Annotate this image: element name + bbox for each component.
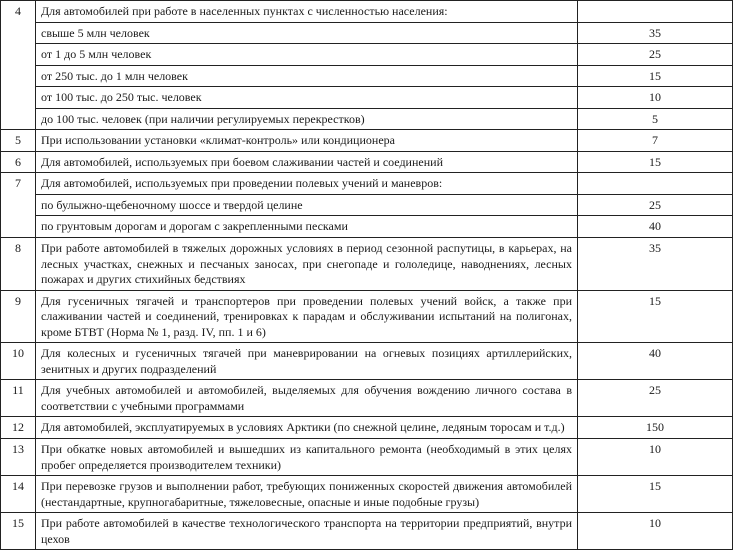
- row-description: При обкатке новых автомобилей и вышедших…: [35, 438, 578, 476]
- table-row: до 100 тыс. человек (при наличии регулир…: [1, 107, 733, 130]
- table-row: 5 При использовании установки «климат-кон…: [0, 129, 733, 152]
- row-description: При перевозке грузов и выполнении работ,…: [35, 475, 578, 513]
- table-row: по грунтовым дорогам и дорогам с закрепл…: [1, 215, 733, 238]
- row-description: по булыжно-щебеночному шоссе и твердой ц…: [35, 193, 578, 216]
- table-row: 8 При работе автомобилей в тяжелых дорожн…: [0, 237, 733, 291]
- table-row: 13 При обкатке новых автомобилей и вышедш…: [0, 438, 733, 476]
- row-number: 14: [0, 475, 36, 513]
- row-description: Для колесных и гусеничных тягачей при ма…: [35, 342, 578, 380]
- row-description: от 1 до 5 млн человек: [35, 43, 578, 66]
- row-value: 40: [577, 215, 733, 238]
- table-row: 11 Для учебных автомобилей и автомобилей,…: [0, 379, 733, 417]
- row-number: 5: [0, 129, 36, 152]
- row-description: Для автомобилей при работе в населенных …: [35, 0, 578, 23]
- row-description: от 250 тыс. до 1 млн человек: [35, 64, 578, 87]
- row-number: 7: [0, 172, 36, 238]
- row-value: 15: [577, 289, 733, 343]
- row-description: При использовании установки «климат-конт…: [35, 129, 578, 152]
- row-value: 150: [577, 416, 733, 439]
- table-row: 9 Для гусеничных тягачей и транспортеров …: [0, 289, 733, 343]
- table-row: от 1 до 5 млн человек 25: [1, 43, 733, 66]
- table-row: от 250 тыс. до 1 млн человек 15: [1, 64, 733, 87]
- row-description: При работе автомобилей в качестве технол…: [35, 512, 578, 550]
- row-number: 4: [0, 0, 36, 130]
- row-value: 5: [577, 107, 733, 130]
- row-value: 35: [577, 21, 733, 44]
- row-value: 7: [577, 129, 733, 152]
- row-description: свыше 5 млн человек: [35, 21, 578, 44]
- table-row: 14 При перевозке грузов и выполнении рабо…: [0, 475, 733, 513]
- row-description: Для учебных автомобилей и автомобилей, в…: [35, 379, 578, 417]
- row-number: 15: [0, 512, 36, 550]
- row-description: Для гусеничных тягачей и транспортеров п…: [35, 289, 578, 343]
- row-description: от 100 тыс. до 250 тыс. человек: [35, 86, 578, 109]
- row-number: 12: [0, 416, 36, 439]
- row-value: 10: [577, 512, 733, 550]
- row-number: 10: [0, 342, 36, 380]
- row-value: 15: [577, 150, 733, 173]
- row-value: 10: [577, 86, 733, 109]
- row-value: 25: [577, 193, 733, 216]
- row-value: [577, 172, 733, 195]
- row-value: 25: [577, 43, 733, 66]
- row-number: 6: [0, 150, 36, 173]
- row-value: 25: [577, 379, 733, 417]
- table-row: по булыжно-щебеночному шоссе и твердой ц…: [1, 193, 733, 216]
- row-number: 11: [0, 379, 36, 417]
- row-value: 40: [577, 342, 733, 380]
- row-description: до 100 тыс. человек (при наличии регулир…: [35, 107, 578, 130]
- row-value: 15: [577, 64, 733, 87]
- table-row: 12 Для автомобилей, эксплуатируемых в усл…: [0, 416, 733, 439]
- row-description: Для автомобилей, эксплуатируемых в услов…: [35, 416, 578, 439]
- table-row: свыше 5 млн человек 35: [1, 21, 733, 44]
- table-row: 10 Для колесных и гусеничных тягачей при …: [0, 342, 733, 380]
- table-row: 6 Для автомобилей, используемых при боево…: [0, 150, 733, 173]
- table-row: 7 Для автомобилей, используемых при прове…: [0, 172, 733, 238]
- row-number: 8: [0, 237, 36, 291]
- row-value: 10: [577, 438, 733, 476]
- row-value: 35: [577, 237, 733, 291]
- row-number: 13: [0, 438, 36, 476]
- row-number: 9: [0, 289, 36, 343]
- table-row: 4 Для автомобилей при работе в населенных…: [0, 0, 733, 130]
- row-description: Для автомобилей, используемых при боевом…: [35, 150, 578, 173]
- row-description: При работе автомобилей в тяжелых дорожны…: [35, 237, 578, 291]
- row-description: по грунтовым дорогам и дорогам с закрепл…: [35, 215, 578, 238]
- row-value: [577, 0, 733, 23]
- table-row: 15 При работе автомобилей в качестве техн…: [0, 512, 733, 550]
- row-value: 15: [577, 475, 733, 513]
- table-row: от 100 тыс. до 250 тыс. человек 10: [1, 86, 733, 109]
- row-description: Для автомобилей, используемых при провед…: [35, 172, 578, 195]
